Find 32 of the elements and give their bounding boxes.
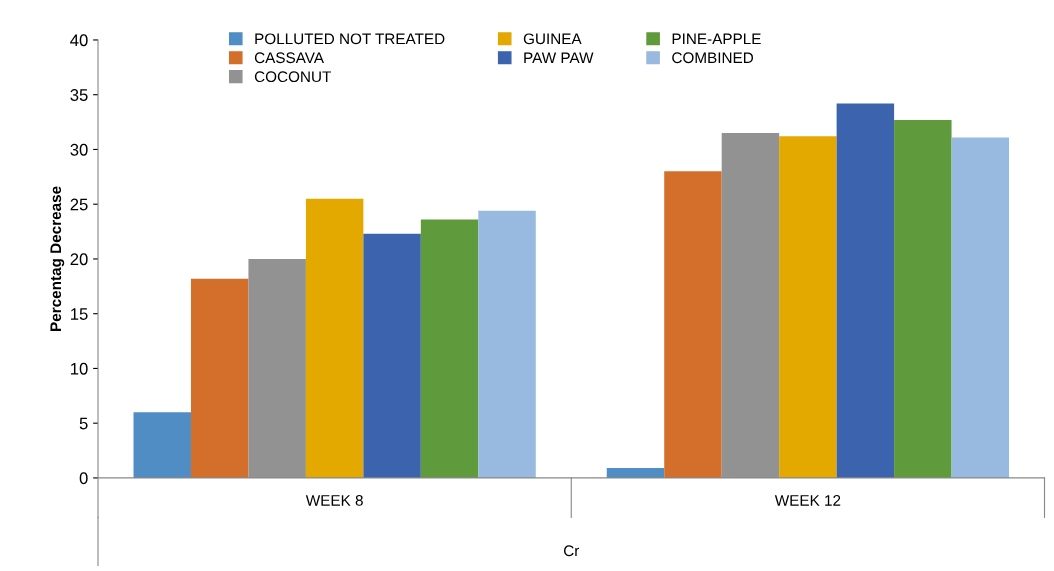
y-tick-label: 40: [70, 34, 88, 47]
legend-label: POLLUTED NOT TREATED: [255, 33, 445, 45]
bar: [664, 171, 722, 478]
y-tick-label: 0: [79, 472, 88, 485]
y-tick-label: 35: [70, 89, 88, 101]
y-tick-label: 15: [71, 308, 88, 320]
legend-label: PAW PAW: [524, 52, 594, 63]
y-tick-label: 20: [70, 253, 88, 266]
legend-label: CASSAVA: [254, 52, 324, 64]
bar: [363, 233, 421, 478]
bar: [305, 198, 364, 478]
legend-label: COCONUT: [254, 71, 331, 83]
bar: [779, 136, 837, 478]
bar: [420, 219, 479, 478]
legend-label: PINE-APPLE: [672, 33, 761, 45]
y-axis-title: Percentag Decrease: [50, 186, 65, 331]
y-tick-label: 25: [70, 198, 88, 211]
bar: [836, 103, 895, 478]
x-tick-label: WEEK 8: [305, 495, 363, 506]
bar: [133, 412, 191, 478]
x-axis-title: Cr: [563, 545, 580, 557]
bar: [478, 210, 536, 478]
y-tick-label: 10: [71, 362, 88, 375]
legend-label: COMBINED: [672, 52, 754, 64]
y-tick-label: 5: [79, 417, 88, 430]
y-tick-label: 30: [70, 143, 88, 156]
bar: [606, 468, 665, 478]
x-tick-label: WEEK 12: [774, 495, 841, 506]
bar: [190, 278, 249, 478]
bar: [894, 119, 952, 478]
legend-label: GUINEA: [523, 33, 582, 45]
bar: [951, 137, 1010, 478]
